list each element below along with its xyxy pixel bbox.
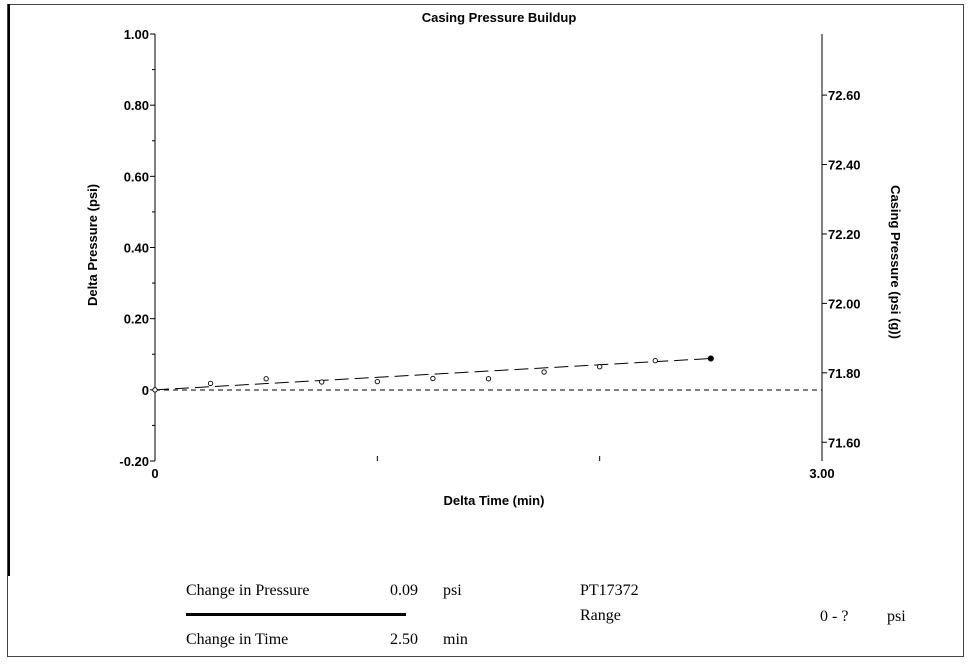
data-point	[207, 380, 214, 387]
data-point	[374, 378, 380, 385]
x-axis-label: Delta Time (min)	[444, 493, 545, 508]
y-tick-label: 0.60	[124, 169, 149, 184]
y2-axis-ticks: 71.60 71.80 72.00 72.20 72.40 72.60	[822, 88, 861, 450]
data-point	[263, 376, 269, 382]
change-time-unit: min	[443, 631, 468, 648]
y2-tick-label: 71.60	[828, 435, 861, 450]
x-tick-label: 3.00	[809, 466, 834, 481]
range-label: Range	[580, 607, 621, 624]
data-point	[485, 376, 492, 382]
y2-tick-label: 72.60	[828, 88, 861, 103]
change-time-label: Change in Time	[186, 631, 289, 648]
y2-tick-label: 72.20	[828, 227, 861, 242]
fit-line	[154, 358, 711, 391]
y2-tick-label: 72.40	[828, 158, 861, 173]
gauge-id: PT17372	[580, 582, 639, 599]
y2-tick-label: 72.00	[828, 296, 861, 311]
change-time-value: 2.50	[390, 631, 418, 648]
ratio-rule	[186, 613, 406, 616]
x-axis-ticks: 0 3.00	[151, 456, 835, 481]
y-tick-label: -0.20	[119, 454, 149, 469]
y-tick-label: 0.40	[124, 241, 149, 256]
data-point	[152, 387, 158, 393]
data-point	[597, 364, 603, 370]
y2-axis-label: Casing Pressure (psi (g))	[888, 185, 903, 339]
chart-title: Casing Pressure Buildup	[422, 10, 577, 25]
range-value: 0 - ?	[820, 608, 849, 625]
data-point	[541, 369, 547, 375]
data-point	[707, 355, 714, 362]
data-points	[152, 355, 714, 393]
change-pressure-unit: psi	[443, 582, 462, 599]
y-tick-label: 0.80	[124, 98, 149, 113]
y2-tick-label: 71.80	[828, 366, 861, 381]
change-pressure-value: 0.09	[390, 582, 418, 599]
change-pressure-label: Change in Pressure	[186, 582, 310, 599]
y-axis-label: Delta Pressure (psi)	[85, 184, 100, 306]
left-margin-rule	[8, 4, 10, 576]
x-tick-label: 0	[151, 466, 158, 481]
y-axis-ticks: -0.20 0 0.20 0.40 0.60 0.80 1.00	[119, 27, 155, 469]
y-tick-label: 1.00	[124, 27, 149, 42]
data-point	[319, 379, 325, 385]
y-tick-label: 0	[142, 383, 149, 398]
report-frame	[7, 4, 964, 657]
data-point	[652, 358, 658, 364]
range-unit: psi	[887, 608, 906, 625]
y-tick-label: 0.20	[124, 312, 149, 327]
chart: Casing Pressure Buildup -0.2000.200.400.…	[85, 10, 903, 508]
data-point	[430, 375, 436, 382]
